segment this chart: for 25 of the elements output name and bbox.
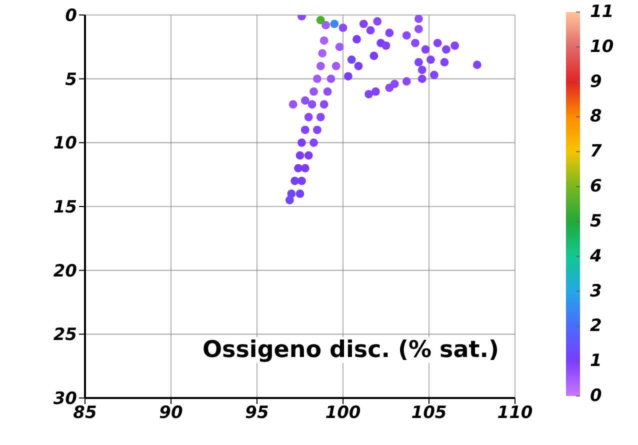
color-bar-label: 2 bbox=[590, 316, 602, 336]
color-bar-label: 10 bbox=[590, 36, 614, 57]
y-tick-label: 15 bbox=[53, 198, 77, 218]
color-bar-label: 1 bbox=[590, 351, 602, 372]
y-tick-label: 5 bbox=[65, 70, 77, 90]
color-bar-label: 4 bbox=[589, 246, 602, 266]
y-tick-label: 20 bbox=[53, 261, 78, 282]
color-bar-label: 5 bbox=[590, 211, 602, 232]
color-bar-label: 11 bbox=[590, 2, 614, 22]
color-bar-label: 6 bbox=[590, 176, 602, 197]
x-tick-label: 90 bbox=[159, 403, 183, 424]
color-bar-label: 7 bbox=[590, 142, 602, 162]
y-tick-label: 10 bbox=[53, 134, 78, 154]
color-bar-label: 3 bbox=[590, 281, 602, 302]
text: Ossigeno disc. (% sat.) bbox=[202, 337, 499, 363]
color-bar-label: 0 bbox=[590, 386, 602, 406]
x-tick-label: 95 bbox=[245, 403, 269, 424]
x-tick-label: 110 bbox=[497, 403, 533, 424]
color-bar-label: 8 bbox=[590, 106, 602, 127]
y-tick-label: 25 bbox=[53, 325, 77, 346]
x-tick-label: 85 bbox=[73, 403, 97, 424]
x-tick-label: 105 bbox=[411, 403, 447, 424]
x-tick-label: 100 bbox=[325, 403, 361, 424]
y-tick-label: 0 bbox=[65, 6, 78, 26]
color-bar-label: 9 bbox=[590, 72, 602, 92]
